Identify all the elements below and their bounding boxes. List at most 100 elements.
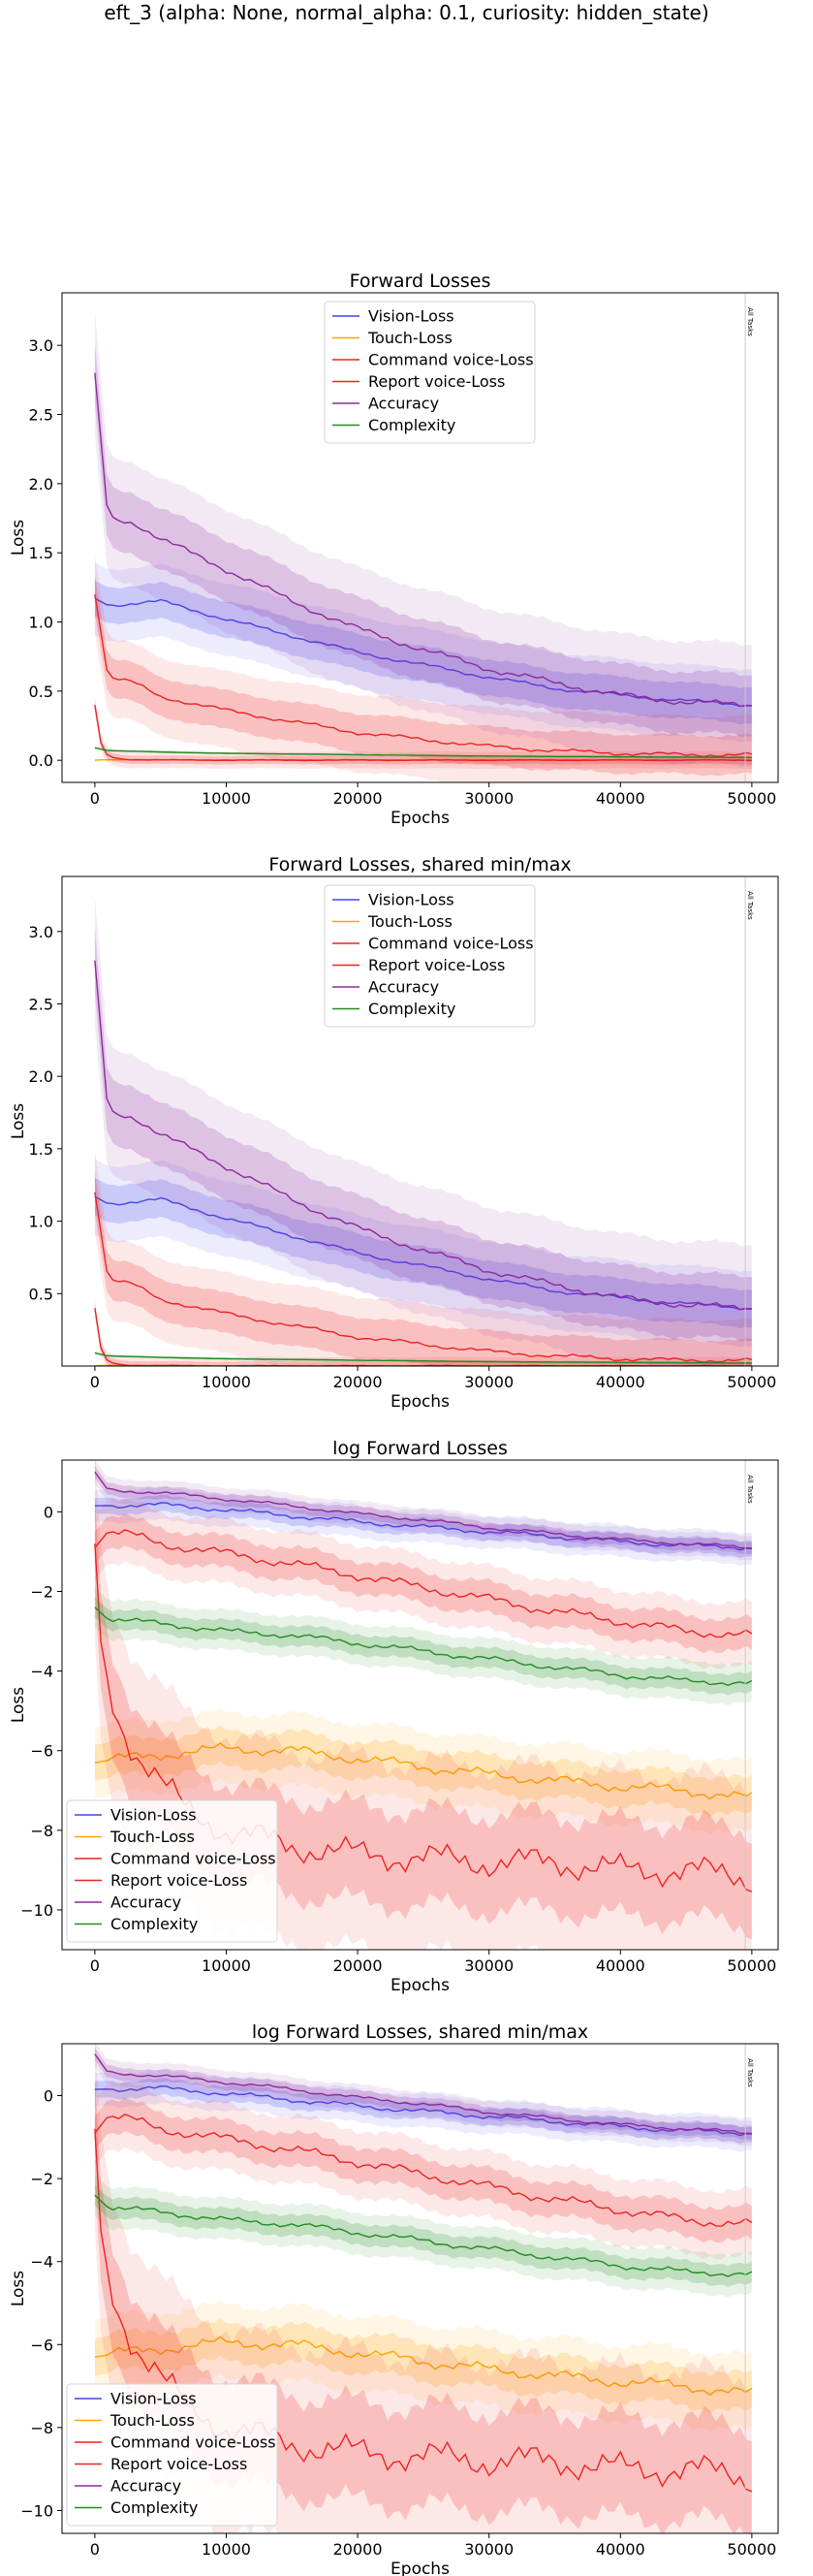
y-tick-label: −8	[30, 1822, 53, 1840]
y-tick-label: −4	[30, 1663, 53, 1681]
y-axis-label: Loss	[9, 2271, 28, 2306]
legend-box	[324, 884, 536, 1028]
legend-box	[66, 2383, 278, 2527]
x-axis-label: Epochs	[391, 1976, 450, 1995]
legend-label-2: Touch-Loss	[367, 329, 453, 347]
band-6	[94, 2184, 752, 2287]
x-tick-label: 30000	[464, 789, 514, 808]
chart-title: Forward Losses	[350, 270, 491, 292]
legend: Vision-Loss Touch-Loss Command voice-Loss R…	[324, 301, 536, 444]
y-tick-label: 2.0	[29, 1067, 53, 1086]
task-label: All Tasks	[746, 1475, 754, 1504]
x-tick-label: 20000	[333, 2540, 383, 2559]
y-axis-label: Loss	[9, 1103, 28, 1139]
series-line-4	[94, 1529, 753, 1638]
series-line-4	[94, 2114, 753, 2227]
band-outer-5	[94, 2044, 752, 2147]
legend-label-4: Report voice-Loss	[368, 956, 505, 974]
chart-title: log Forward Losses, shared min/max	[252, 2021, 588, 2043]
series-line-5	[94, 2053, 752, 2135]
legend-box	[324, 301, 536, 444]
legend-label-5: Accuracy	[368, 395, 439, 413]
y-axis-label: Loss	[9, 1687, 28, 1723]
band-outer-1	[94, 1159, 752, 1348]
band-5	[94, 342, 752, 737]
legend-label-2: Touch-Loss	[109, 1828, 195, 1846]
series-line-2	[94, 2336, 753, 2397]
series-line-5	[94, 1471, 752, 1549]
plot-area	[94, 311, 753, 782]
task-label: All Tasks	[746, 307, 754, 336]
series-line-6	[94, 1352, 752, 1364]
axes-frame	[61, 875, 779, 1367]
series-line-3	[94, 705, 752, 762]
y-tick-label: 1.5	[29, 1140, 53, 1159]
x-tick-label: 0	[90, 2540, 100, 2559]
series-line-6	[94, 2194, 753, 2277]
x-tick-label: 30000	[464, 1373, 514, 1391]
series-line-1	[94, 597, 752, 708]
legend-label-4: Report voice-Loss	[368, 372, 505, 391]
legend: Vision-Loss Touch-Loss Command voice-Loss R…	[66, 1799, 278, 1943]
x-tick-label: 10000	[202, 1956, 251, 1975]
task-label: All Tasks	[746, 891, 754, 920]
legend: Vision-Loss Touch-Loss Command voice-Loss R…	[324, 884, 536, 1028]
band-outer-4	[94, 1151, 752, 1366]
band-outer-6	[94, 746, 752, 759]
chart-title: Forward Losses, shared min/max	[268, 854, 571, 875]
y-tick-label: −2	[30, 1582, 53, 1601]
band-outer-4	[94, 556, 752, 782]
x-tick-label: 40000	[596, 1956, 645, 1975]
band-5	[94, 2048, 752, 2140]
series-line-4	[94, 1192, 753, 1363]
band-1	[94, 2078, 752, 2145]
band-outer-6	[94, 1352, 752, 1365]
x-axis-label: Epochs	[391, 809, 450, 828]
legend-label-1: Vision-Loss	[110, 1806, 197, 1825]
chart-3: All Tasks 0 10000 20000 30000 40000 50000 −10 −8…	[9, 1438, 779, 1995]
y-tick-label: −8	[30, 2419, 53, 2437]
series-line-6	[94, 1606, 753, 1687]
chart-4: All Tasks 0 10000 20000 30000 40000 50000 −10 −8…	[9, 2021, 779, 2576]
y-tick-label: −4	[30, 2253, 53, 2272]
band-5	[94, 1466, 752, 1554]
series-line-2	[94, 1742, 753, 1800]
band-3	[94, 700, 752, 765]
legend-label-5: Accuracy	[368, 978, 439, 997]
x-tick-label: 50000	[727, 1956, 776, 1975]
y-tick-label: 1.0	[29, 614, 53, 632]
x-tick-label: 40000	[596, 2540, 645, 2559]
legend-label-5: Accuracy	[110, 2477, 181, 2496]
y-tick-label: 0	[44, 1503, 53, 1521]
legend-box	[66, 1799, 278, 1943]
legend-label-4: Report voice-Loss	[110, 2455, 247, 2473]
legend-label-1: Vision-Loss	[110, 2390, 197, 2408]
legend-label-6: Complexity	[110, 1915, 198, 1933]
legend-label-2: Touch-Loss	[367, 912, 453, 931]
figure-title: eft_3 (alpha: None, normal_alpha: 0.1, c…	[104, 1, 709, 24]
legend-label-3: Command voice-Loss	[110, 1850, 276, 1868]
legend: Vision-Loss Touch-Loss Command voice-Loss R…	[66, 2383, 278, 2527]
series-line-6	[94, 747, 752, 759]
band-1	[94, 1177, 752, 1329]
x-tick-label: 0	[90, 789, 100, 808]
band-2	[94, 1725, 752, 1818]
chart-2: All Tasks 0 10000 20000 30000 40000 50000 0.5 1.…	[9, 854, 779, 1412]
x-axis-label: Epochs	[391, 2560, 450, 2576]
legend-label-1: Vision-Loss	[368, 891, 454, 909]
x-tick-label: 30000	[464, 1956, 514, 1975]
legend-label-6: Complexity	[368, 1000, 455, 1018]
x-tick-label: 10000	[202, 2540, 251, 2559]
band-outer-1	[94, 2069, 752, 2152]
band-4	[94, 2097, 752, 2243]
legend-label-5: Accuracy	[110, 1893, 181, 1912]
x-tick-label: 50000	[727, 2540, 776, 2559]
band-outer-5	[94, 1460, 752, 1561]
x-tick-label: 20000	[333, 789, 383, 808]
band-outer-3	[94, 1299, 752, 1366]
legend-label-3: Command voice-Loss	[368, 935, 534, 953]
band-outer-1	[94, 562, 752, 743]
x-tick-label: 40000	[596, 789, 645, 808]
y-tick-label: 2.5	[29, 406, 53, 425]
